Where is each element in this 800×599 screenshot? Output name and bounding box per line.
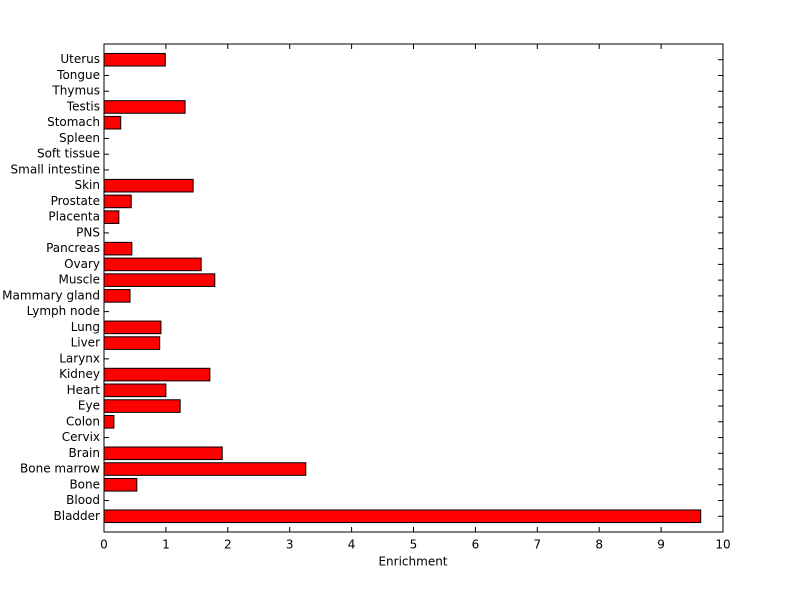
x-tick-label: 4: [348, 538, 356, 552]
bar: [103, 399, 181, 413]
y-tick-label: Pancreas: [46, 241, 100, 255]
y-tick-label: Testis: [66, 99, 100, 113]
x-tick-label: 9: [657, 538, 665, 552]
x-tick-label: 2: [224, 538, 232, 552]
y-tick-label: Placenta: [48, 210, 100, 224]
bar: [103, 415, 115, 429]
bar: [103, 336, 161, 350]
x-tick-label: 7: [533, 538, 541, 552]
bar: [103, 509, 702, 524]
bar: [103, 210, 120, 224]
bar: [103, 241, 133, 256]
y-tick-label: Skin: [74, 178, 100, 192]
y-tick-label: Tongue: [56, 68, 100, 82]
y-tick-label: Spleen: [59, 131, 100, 145]
y-tick-label: Larynx: [59, 351, 100, 365]
y-tick-label: Bone marrow: [20, 462, 100, 476]
y-tick-label: Blood: [66, 493, 100, 507]
bar: [103, 194, 132, 209]
y-tick-label: Colon: [66, 414, 100, 428]
y-tick-label: Muscle: [58, 273, 100, 287]
y-tick-label: Uterus: [60, 52, 100, 66]
bar: [103, 477, 138, 492]
y-tick-label: PNS: [76, 225, 100, 239]
y-tick-label: Small intestine: [11, 162, 100, 176]
y-tick-label: Cervix: [62, 430, 100, 444]
y-tick-label: Lung: [71, 320, 100, 334]
y-tick-label: Ovary: [64, 257, 100, 271]
x-tick-label: 1: [162, 538, 170, 552]
bar: [103, 289, 131, 303]
bar: [103, 115, 122, 130]
y-tick-label: Prostate: [51, 194, 100, 208]
x-axis-label: Enrichment: [378, 555, 447, 569]
bar: [103, 320, 162, 335]
x-tick-label: 5: [410, 538, 418, 552]
y-tick-label: Bladder: [54, 509, 101, 523]
bar: [103, 367, 211, 382]
y-tick-label: Brain: [69, 446, 100, 460]
bar: [103, 178, 194, 193]
x-tick-label: 0: [100, 538, 108, 552]
y-tick-label: Kidney: [59, 367, 100, 381]
x-tick-label: 8: [595, 538, 603, 552]
y-tick-label: Bone: [69, 477, 100, 491]
bar: [103, 52, 166, 67]
y-tick-label: Soft tissue: [37, 147, 100, 161]
x-tick-label: 10: [715, 538, 730, 552]
x-tick-label: 6: [472, 538, 480, 552]
y-tick-label: Stomach: [47, 115, 100, 129]
bar: [103, 462, 307, 476]
y-tick-label: Heart: [67, 383, 101, 397]
bar: [103, 446, 223, 461]
y-tick-label: Eye: [78, 399, 100, 413]
bar: [103, 273, 216, 287]
bar: [103, 383, 167, 398]
bar: [103, 100, 186, 114]
y-tick-label: Lymph node: [27, 304, 100, 318]
y-tick-label: Liver: [71, 336, 101, 350]
bar: [103, 257, 202, 272]
y-tick-label: Thymus: [51, 84, 100, 98]
y-tick-label: Mammary gland: [2, 288, 100, 302]
x-tick-label: 3: [286, 538, 294, 552]
